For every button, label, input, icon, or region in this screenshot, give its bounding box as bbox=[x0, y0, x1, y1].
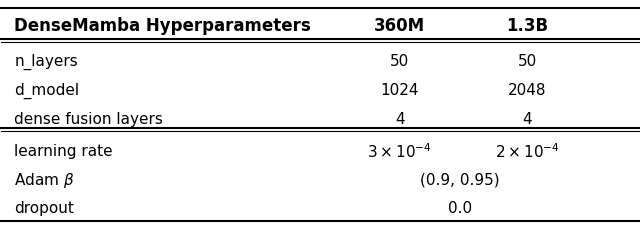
Text: Adam $\beta$: Adam $\beta$ bbox=[14, 171, 74, 190]
Text: 1024: 1024 bbox=[380, 83, 419, 98]
Text: 50: 50 bbox=[390, 55, 409, 70]
Text: 2048: 2048 bbox=[508, 83, 547, 98]
Text: $2 \times 10^{-4}$: $2 \times 10^{-4}$ bbox=[495, 142, 559, 161]
Text: d_model: d_model bbox=[14, 82, 79, 99]
Text: 4: 4 bbox=[395, 112, 404, 127]
Text: $3 \times 10^{-4}$: $3 \times 10^{-4}$ bbox=[367, 142, 432, 161]
Text: dropout: dropout bbox=[14, 201, 74, 216]
Text: n_layers: n_layers bbox=[14, 54, 78, 70]
Text: 50: 50 bbox=[518, 55, 537, 70]
Text: DenseMamba Hyperparameters: DenseMamba Hyperparameters bbox=[14, 17, 311, 35]
Text: 360M: 360M bbox=[374, 17, 425, 35]
Text: learning rate: learning rate bbox=[14, 144, 113, 159]
Text: 0.0: 0.0 bbox=[448, 201, 472, 216]
Text: (0.9, 0.95): (0.9, 0.95) bbox=[420, 173, 500, 188]
Text: 4: 4 bbox=[522, 112, 532, 127]
Text: dense fusion layers: dense fusion layers bbox=[14, 112, 163, 127]
Text: 1.3B: 1.3B bbox=[506, 17, 548, 35]
